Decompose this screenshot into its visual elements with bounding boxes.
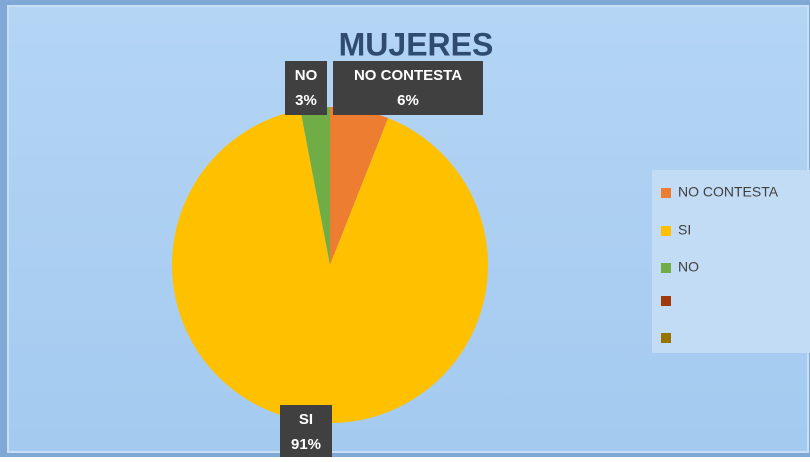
chart-title: MUJERES	[339, 26, 494, 62]
legend-label: NO CONTESTA	[678, 184, 779, 200]
pie-slice	[330, 107, 389, 265]
data-label-box	[333, 61, 483, 115]
legend-swatch	[661, 263, 671, 273]
data-label-value: 91%	[291, 436, 321, 453]
pie-slice	[300, 107, 330, 265]
legend-swatch	[661, 296, 671, 306]
legend-swatch	[661, 188, 671, 198]
data-label-value: 3%	[295, 92, 317, 109]
legend-label: NO	[678, 259, 699, 275]
legend-box	[652, 170, 810, 353]
legend-swatch	[661, 333, 671, 343]
data-label-box	[280, 405, 332, 459]
data-label-category: NO CONTESTA	[354, 67, 462, 84]
data-label-category: NO	[295, 67, 318, 84]
legend-label: SI	[678, 222, 691, 238]
legend-swatch	[661, 226, 671, 236]
pie-slice	[171, 109, 489, 423]
data-label-value: 6%	[397, 92, 419, 109]
data-label-box	[285, 61, 327, 115]
data-label-category: SI	[299, 411, 313, 428]
